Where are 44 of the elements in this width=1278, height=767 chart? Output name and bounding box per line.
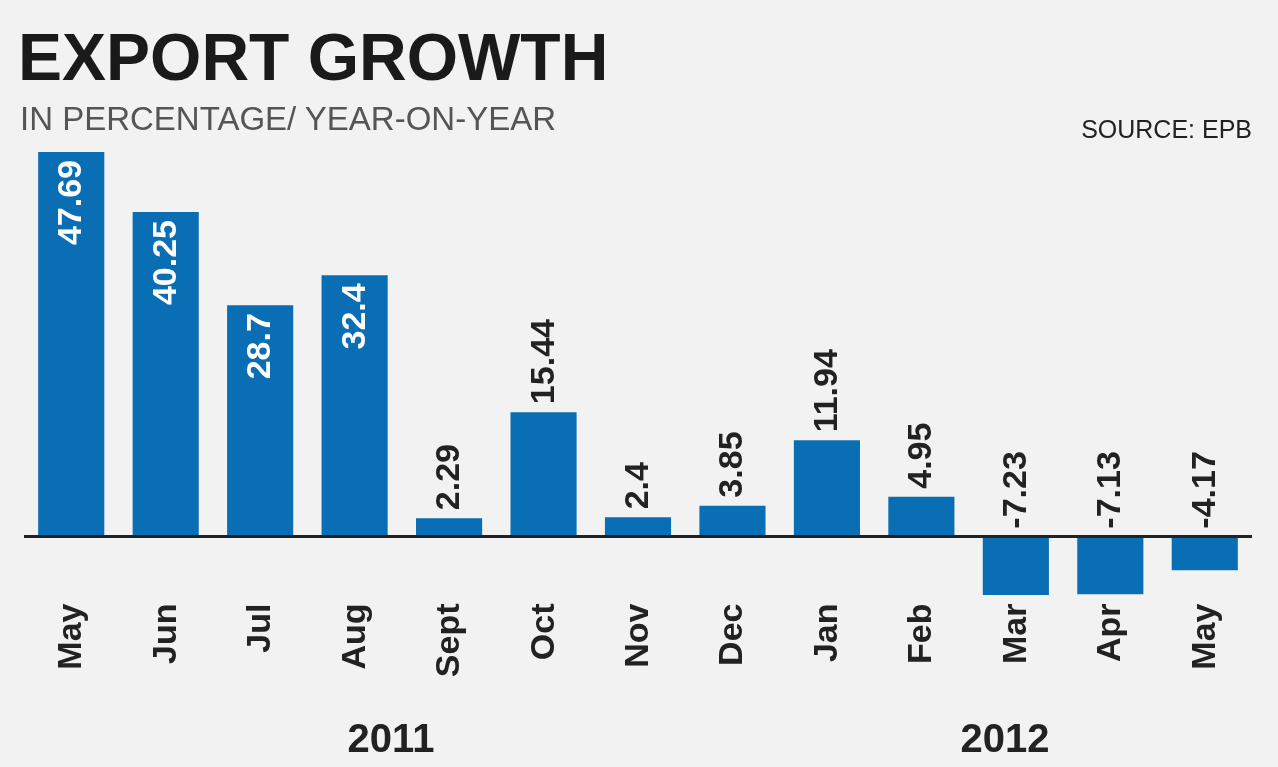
bar <box>227 305 294 537</box>
x-tick-label: Apr <box>1089 603 1128 663</box>
x-tick-label: Dec <box>711 603 750 666</box>
bar <box>793 440 860 537</box>
bar <box>888 496 955 537</box>
data-label: -4.17 <box>1183 451 1222 529</box>
x-tick-label: Jul <box>239 603 278 653</box>
chart-title: EXPORT GROWTH <box>18 20 609 94</box>
data-label: 32.4 <box>333 283 372 350</box>
data-label: 2.29 <box>428 444 467 511</box>
data-label: -7.13 <box>1089 451 1128 529</box>
data-label: 15.44 <box>522 318 561 405</box>
bar <box>132 212 199 537</box>
data-label: -7.23 <box>994 451 1033 529</box>
bar <box>510 412 577 537</box>
data-label: 4.95 <box>900 422 939 489</box>
bar <box>1171 536 1238 571</box>
x-tick-label: Sept <box>428 603 467 678</box>
text: 2011 <box>347 716 435 760</box>
bar <box>416 518 483 537</box>
data-label: 2.4 <box>617 461 655 510</box>
data-label: 47.69 <box>50 160 89 246</box>
data-label: 28.7 <box>239 313 278 380</box>
data-label: 11.94 <box>805 349 844 433</box>
bar <box>982 536 1049 595</box>
data-label: 3.85 <box>711 431 750 498</box>
x-tick-label: May <box>50 603 89 670</box>
bar <box>699 505 766 537</box>
chart-subtitle: IN PERCENTAGE/ YEAR-ON-YEAR <box>20 100 557 137</box>
bar <box>1077 536 1144 595</box>
x-tick-label: Mar <box>994 603 1033 664</box>
x-tick-label: Aug <box>333 603 372 670</box>
x-tick-label: Nov <box>617 603 655 668</box>
bar <box>38 152 105 537</box>
x-tick-label: Oct <box>522 603 561 661</box>
bar <box>321 275 388 537</box>
data-label: 40.25 <box>144 220 183 306</box>
x-tick-label: Feb <box>900 603 939 664</box>
text: 2012 <box>960 716 1050 760</box>
x-tick-label: May <box>1183 603 1222 670</box>
bar <box>604 517 672 537</box>
x-tick-label: Jan <box>805 603 844 663</box>
x-tick-label: Jun <box>144 603 183 664</box>
source-note: SOURCE: EPB <box>1081 115 1252 143</box>
